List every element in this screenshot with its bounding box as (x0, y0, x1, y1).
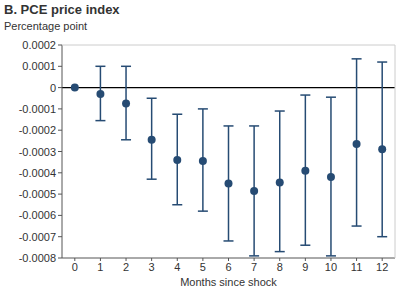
error-cap-high (147, 98, 157, 100)
point (327, 173, 335, 181)
x-axis-label: Months since shock (180, 276, 277, 288)
y-tick-label: 0 (50, 82, 56, 94)
title: B. PCE price index (4, 2, 120, 17)
error-cap-high (224, 125, 234, 127)
error-cap-high (300, 94, 310, 96)
y-tick-label: -0.0001 (19, 103, 56, 115)
x-tick-label: 10 (325, 261, 337, 273)
error-bar (172, 114, 182, 205)
point (71, 84, 79, 92)
point (225, 179, 233, 187)
error-cap-low (147, 178, 157, 180)
error-cap-low (300, 244, 310, 246)
error-cap-high (172, 113, 182, 115)
y-tick (58, 45, 62, 46)
marks (71, 59, 387, 256)
error-cap-high (198, 108, 208, 110)
y-axis-label: Percentage point (4, 20, 87, 32)
y-tick-label: 0.0002 (22, 39, 56, 51)
y-axis (62, 45, 63, 258)
y-tick-label: 0.0001 (22, 60, 56, 72)
error-bar (95, 66, 105, 120)
y-tick-label: -0.0006 (19, 209, 56, 221)
y-tick (58, 87, 62, 88)
error-bar (198, 109, 208, 211)
error-bar (249, 126, 259, 256)
point (301, 167, 309, 175)
x-tick-label: 9 (302, 261, 308, 273)
chart: B. PCE price index Percentage point Months… (0, 0, 400, 290)
error-bar (121, 66, 131, 139)
y-tick (58, 108, 62, 109)
x-tick-label: 11 (351, 261, 362, 273)
point (96, 90, 104, 98)
y-tick (58, 66, 62, 67)
x-tick-label: 5 (200, 261, 206, 273)
point (148, 136, 156, 144)
error-bar (300, 95, 310, 245)
zero-line (62, 87, 395, 88)
x-tick-label: 0 (72, 261, 78, 273)
point (122, 100, 130, 108)
error-cap-low (224, 240, 234, 242)
error-cap-high (95, 66, 105, 68)
x-tick-label: 1 (97, 261, 103, 273)
error-cap-low (326, 255, 336, 257)
frame-top (62, 45, 395, 46)
y-tick (58, 236, 62, 237)
x-tick-label: 2 (123, 261, 129, 273)
point (250, 187, 258, 195)
point (378, 145, 386, 153)
error-cap-high (275, 110, 285, 112)
x-tick-label: 6 (225, 261, 231, 273)
error-bar (326, 97, 336, 256)
error-cap-high (249, 125, 259, 127)
frame-right (395, 45, 396, 258)
point (353, 140, 361, 148)
point (173, 156, 181, 164)
error-bar (352, 59, 362, 226)
error-cap-low (95, 120, 105, 122)
error-bar (224, 126, 234, 241)
error-cap-low (275, 251, 285, 253)
error-cap-low (377, 236, 387, 238)
y-tick (58, 215, 62, 216)
point (199, 157, 207, 165)
x-tick-label: 4 (174, 261, 180, 273)
y-tick (58, 172, 62, 173)
error-cap-low (198, 210, 208, 212)
error-cap-low (172, 204, 182, 206)
error-bar (147, 98, 157, 179)
error-cap-low (121, 139, 131, 141)
error-cap-low (249, 255, 259, 257)
x-tick-label: 3 (149, 261, 155, 273)
error-cap-high (121, 66, 131, 68)
error-cap-low (352, 225, 362, 227)
point (276, 178, 284, 186)
y-tick-label: -0.0002 (19, 124, 56, 136)
y-tick-label: -0.0005 (19, 188, 56, 200)
y-tick-label: -0.0003 (19, 146, 56, 158)
error-bar (275, 111, 285, 252)
y-tick-label: -0.0007 (19, 231, 56, 243)
error-cap-high (326, 96, 336, 98)
y-tick (58, 194, 62, 195)
y-tick (58, 151, 62, 152)
y-tick-label: -0.0008 (19, 252, 56, 264)
y-tick-label: -0.0004 (19, 167, 56, 179)
error-bar (377, 62, 387, 237)
error-cap-high (377, 61, 387, 63)
x-tick-label: 8 (277, 261, 283, 273)
error-cap-high (352, 58, 362, 60)
x-tick-label: 12 (376, 261, 388, 273)
y-tick (58, 258, 62, 259)
y-tick (58, 130, 62, 131)
x-tick-label: 7 (251, 261, 257, 273)
